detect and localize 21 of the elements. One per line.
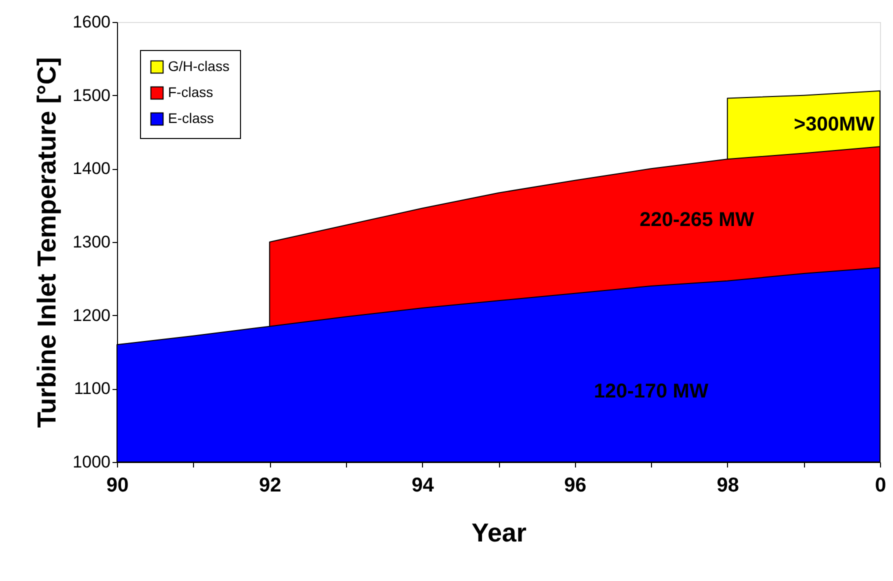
y-tick-label: 1600	[72, 12, 110, 32]
x-tick-label: 92	[258, 474, 282, 496]
legend-label: E-class	[168, 110, 214, 126]
y-tick-label: 1400	[72, 159, 110, 178]
annotation: 120-170 MW	[594, 380, 708, 403]
y-axis-title: Turbine Inlet Temperature [°C]	[32, 57, 62, 428]
x-tick-label: 90	[106, 474, 129, 496]
y-tick-label: 1200	[72, 306, 110, 325]
x-tick-label: 94	[412, 474, 435, 496]
legend-label: G/H-class	[168, 58, 230, 74]
x-tick-label: 0	[874, 474, 886, 496]
annotation: 220-265 MW	[640, 209, 754, 231]
y-tick-label: 1500	[72, 86, 110, 105]
x-tick-label: 98	[716, 474, 740, 496]
y-tick-label: 1000	[72, 452, 110, 472]
x-axis-title: Year	[472, 518, 526, 548]
legend-label: F-class	[168, 84, 214, 100]
y-tick-label: 1100	[74, 379, 110, 398]
annotation: >300MW	[794, 113, 875, 136]
x-tick-label: 96	[564, 474, 586, 496]
y-tick-label: 1300	[72, 232, 110, 252]
